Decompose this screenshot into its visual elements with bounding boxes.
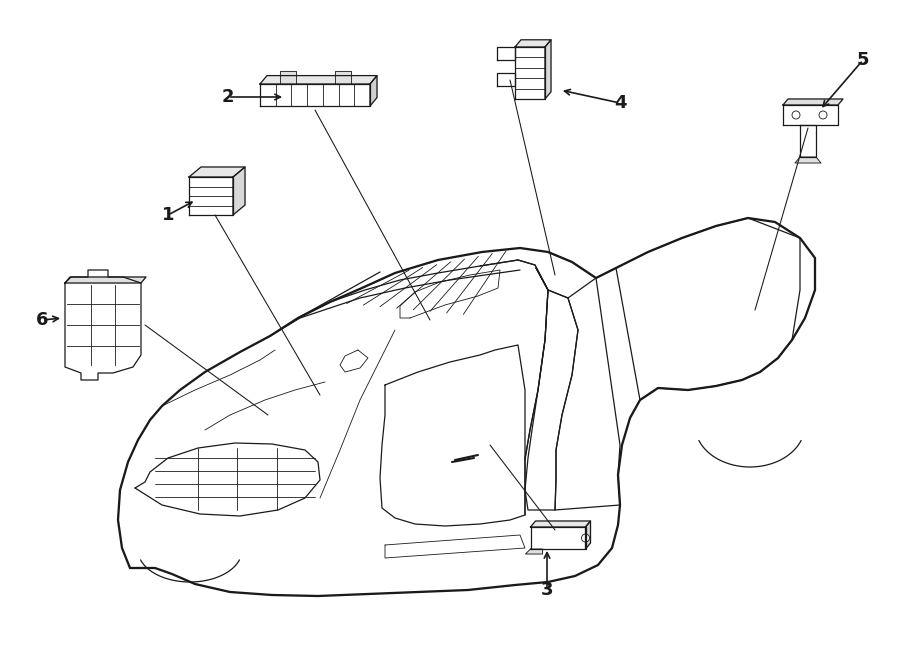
Polygon shape [526,549,543,554]
Polygon shape [260,75,377,84]
Polygon shape [370,75,377,106]
Polygon shape [783,99,843,105]
Polygon shape [65,277,146,283]
Polygon shape [335,71,350,84]
Polygon shape [545,40,551,99]
Text: 5: 5 [857,51,869,69]
Polygon shape [280,71,295,84]
Polygon shape [233,167,245,215]
Polygon shape [795,157,821,163]
Circle shape [792,111,800,119]
Text: 6: 6 [36,311,49,329]
Polygon shape [497,73,515,86]
Polygon shape [515,47,545,99]
Circle shape [581,534,590,542]
Polygon shape [783,105,838,125]
Polygon shape [260,84,370,106]
Polygon shape [65,270,141,380]
Polygon shape [800,125,816,157]
Polygon shape [586,521,590,549]
Polygon shape [497,47,515,60]
Polygon shape [189,177,233,215]
Polygon shape [189,167,245,177]
Polygon shape [530,527,586,549]
Text: 2: 2 [221,88,234,106]
Polygon shape [515,40,551,47]
Text: 1: 1 [162,206,175,224]
Polygon shape [530,521,590,527]
Text: 4: 4 [614,94,626,112]
Circle shape [819,111,827,119]
Text: 3: 3 [541,581,554,599]
